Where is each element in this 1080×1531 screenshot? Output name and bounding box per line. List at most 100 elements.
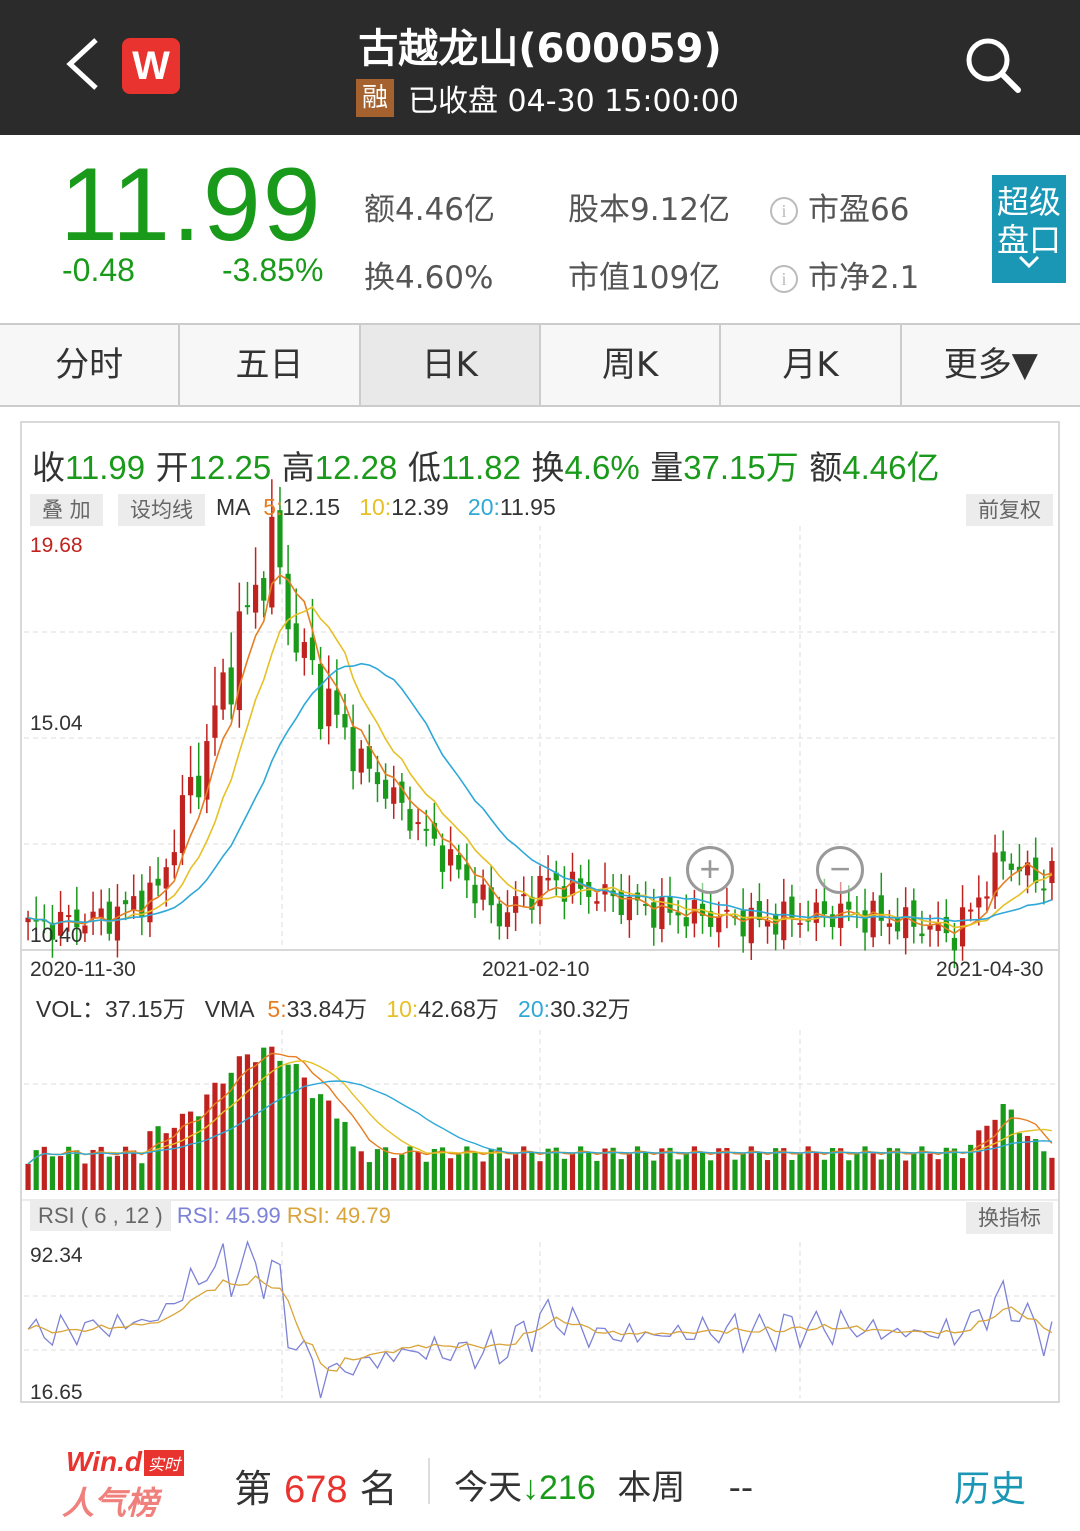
ma5-value: 12.15 — [282, 494, 341, 520]
ma10-line — [27, 606, 1053, 929]
candle-body — [829, 914, 836, 928]
candle-body — [756, 901, 763, 921]
candle-body — [553, 872, 559, 881]
volume-bar — [805, 1146, 811, 1190]
volume-bar — [407, 1146, 413, 1190]
volume-bar — [33, 1150, 39, 1190]
price-change: -0.48 — [62, 252, 135, 288]
candle-body — [25, 917, 31, 923]
volume-bar — [537, 1161, 543, 1190]
stat-market-cap: 市值109亿 — [568, 260, 721, 296]
candle-body — [448, 849, 454, 866]
candle-body — [951, 937, 958, 951]
volume-bar — [431, 1148, 437, 1190]
volume-bar — [870, 1153, 876, 1190]
candle-body — [350, 727, 356, 772]
stat-shares: 股本9.12亿 — [568, 192, 731, 228]
volume-bar — [838, 1148, 844, 1190]
period-tabs: 分时 五日 日K 周K 月K 更多▼ — [0, 323, 1080, 407]
set-ma-button[interactable]: 设均线 — [118, 494, 205, 526]
volume-bar — [1000, 1104, 1006, 1190]
volume-bar — [691, 1146, 697, 1190]
volume-bar — [513, 1154, 519, 1190]
volume-bar — [553, 1147, 559, 1190]
zoom-in-button[interactable]: + — [686, 846, 734, 894]
volume-bar — [797, 1152, 803, 1190]
tab-more[interactable]: 更多▼ — [899, 325, 1080, 405]
tab-weekly-k[interactable]: 周K — [538, 325, 720, 405]
tab-five-day[interactable]: 五日 — [178, 325, 359, 405]
wind-logo[interactable]: W — [122, 38, 180, 94]
zoom-out-button[interactable]: − — [816, 846, 864, 894]
ma5-line — [27, 574, 1053, 935]
volume-bar — [301, 1077, 307, 1190]
candle-body — [976, 897, 982, 908]
candle-body — [212, 705, 218, 738]
tab-intraday[interactable]: 分时 — [0, 325, 179, 405]
stat-pb[interactable]: i 市净2.1 — [770, 252, 919, 297]
volume-bar — [943, 1147, 949, 1190]
candle-body — [943, 916, 949, 934]
adjust-button[interactable]: 前复权 — [966, 494, 1053, 526]
candle-body — [846, 901, 852, 910]
candle-body — [131, 896, 137, 911]
stock-title: 古越龙山(600059) — [358, 26, 722, 72]
volume-bar — [269, 1046, 275, 1190]
volume-bar — [724, 1147, 730, 1190]
candle-body — [675, 912, 681, 916]
today-rank: 今天↓216 本周 -- — [454, 1468, 754, 1508]
search-icon[interactable] — [962, 34, 1022, 94]
popularity-footer[interactable]: Win.d 实时 人气榜 第 678 名 今天↓216 本周 -- 历史 — [0, 1430, 1080, 1531]
volume-bar — [968, 1144, 974, 1190]
last-price: 11.99 — [60, 147, 323, 263]
pe-value: 市盈66 — [808, 192, 910, 228]
volume-bar — [277, 1060, 283, 1190]
switch-indicator-button[interactable]: 换指标 — [966, 1202, 1053, 1234]
volume-bar — [699, 1152, 706, 1190]
candle-body — [886, 923, 893, 927]
candle-body — [228, 667, 234, 705]
candle-body — [252, 584, 259, 613]
volume-bar — [894, 1148, 901, 1190]
volume-bar — [236, 1056, 242, 1190]
volume-bar — [675, 1159, 681, 1190]
volume-bar — [423, 1161, 429, 1190]
tab-monthly-k[interactable]: 月K — [719, 325, 900, 405]
stat-pe[interactable]: i 市盈66 — [770, 184, 909, 229]
candle-body — [927, 924, 933, 930]
candle-body — [691, 900, 697, 924]
info-icon: i — [770, 265, 798, 293]
vol-value: VOL：37.15万 — [36, 996, 186, 1022]
candle-body — [496, 903, 502, 927]
back-arrow-icon[interactable] — [62, 36, 102, 92]
volume-bar — [626, 1153, 632, 1190]
candle-body — [261, 578, 267, 601]
candle-body — [358, 748, 364, 773]
candle-body — [992, 852, 998, 897]
candle-body — [293, 623, 299, 653]
volume-bar — [480, 1161, 486, 1190]
candle-body — [106, 901, 112, 934]
volume-bar — [496, 1147, 502, 1190]
candle-body — [935, 922, 941, 931]
volume-bar — [659, 1148, 665, 1190]
volume-bar — [781, 1148, 787, 1190]
volume-bar — [959, 1158, 966, 1190]
history-link[interactable]: 历史 — [954, 1469, 1027, 1510]
volume-bar — [683, 1153, 689, 1190]
tab-daily-k[interactable]: 日K — [358, 325, 539, 405]
date-end: 2021-04-30 — [936, 958, 1044, 981]
candle-body — [187, 777, 194, 796]
overlay-button[interactable]: 叠 加 — [30, 494, 103, 526]
candle-body — [488, 887, 494, 906]
margin-badge: 融 — [356, 79, 394, 117]
rank-value: 678 — [284, 1469, 348, 1511]
candle-body — [984, 896, 990, 899]
volume-bar — [911, 1152, 917, 1190]
volume-bar — [813, 1153, 819, 1190]
volume-bar — [171, 1127, 177, 1190]
candle-body — [659, 897, 665, 930]
super-panel-button[interactable]: 超级盘口 — [992, 175, 1066, 283]
info-icon: i — [770, 197, 798, 225]
